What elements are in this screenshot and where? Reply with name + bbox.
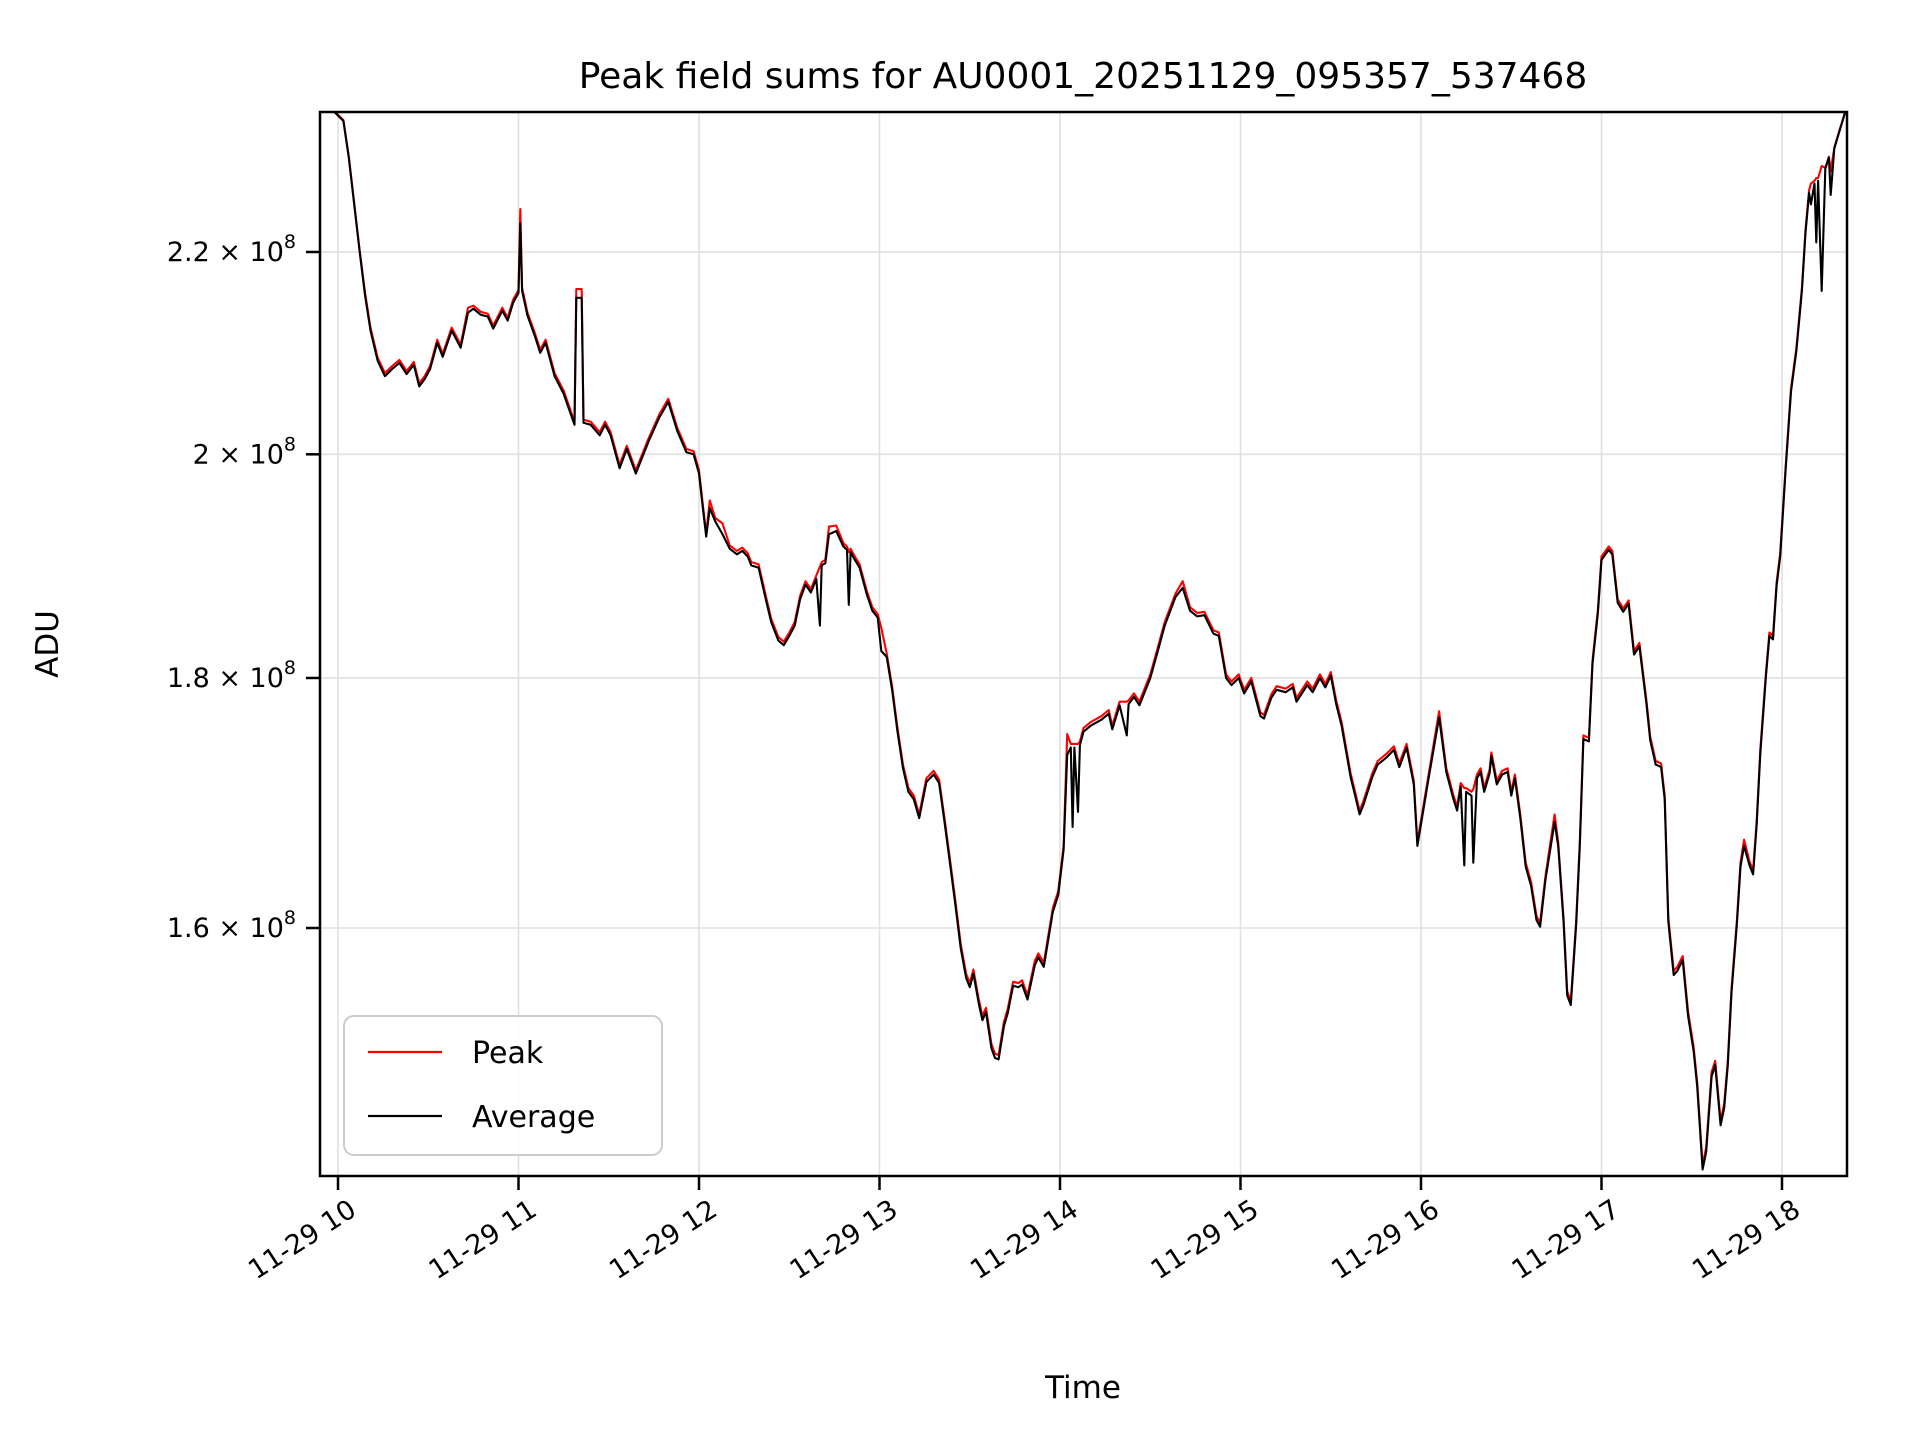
legend-average-label: Average (472, 1100, 595, 1135)
y-axis-label: ADU (30, 610, 66, 678)
y-tick-label: 2 × 108 (193, 433, 296, 470)
y-tick-label-exponent: 8 (284, 907, 296, 929)
y-tick-label: 1.8 × 108 (167, 657, 296, 694)
y-tick-label-base: 2 × 10 (193, 439, 284, 470)
legend-peak-label: Peak (472, 1036, 544, 1071)
y-tick-label-base: 2.2 × 10 (167, 237, 284, 268)
ticks-group (306, 250, 1784, 1190)
y-tick-label-exponent: 8 (284, 433, 296, 455)
y-tick-label-exponent: 8 (284, 231, 296, 253)
average-line (320, 112, 1847, 1171)
series-group (320, 112, 1847, 1171)
axes-frame-group (318, 110, 1849, 1178)
legend-box (343, 1015, 663, 1156)
y-tick-label: 1.6 × 108 (167, 907, 296, 944)
y-tick-label-base: 1.6 × 10 (167, 913, 284, 944)
y-tick-label-base: 1.8 × 10 (167, 663, 284, 694)
chart-title: Peak field sums for AU0001_20251129_0953… (579, 56, 1588, 97)
gridlines-group (320, 112, 1847, 1176)
legend-group: Peak Average (343, 1015, 663, 1156)
plot-frame (318, 110, 1849, 1178)
y-tick-label-exponent: 8 (284, 657, 296, 679)
y-tick-label: 2.2 × 108 (167, 231, 296, 268)
x-axis-label: Time (1044, 1370, 1121, 1406)
